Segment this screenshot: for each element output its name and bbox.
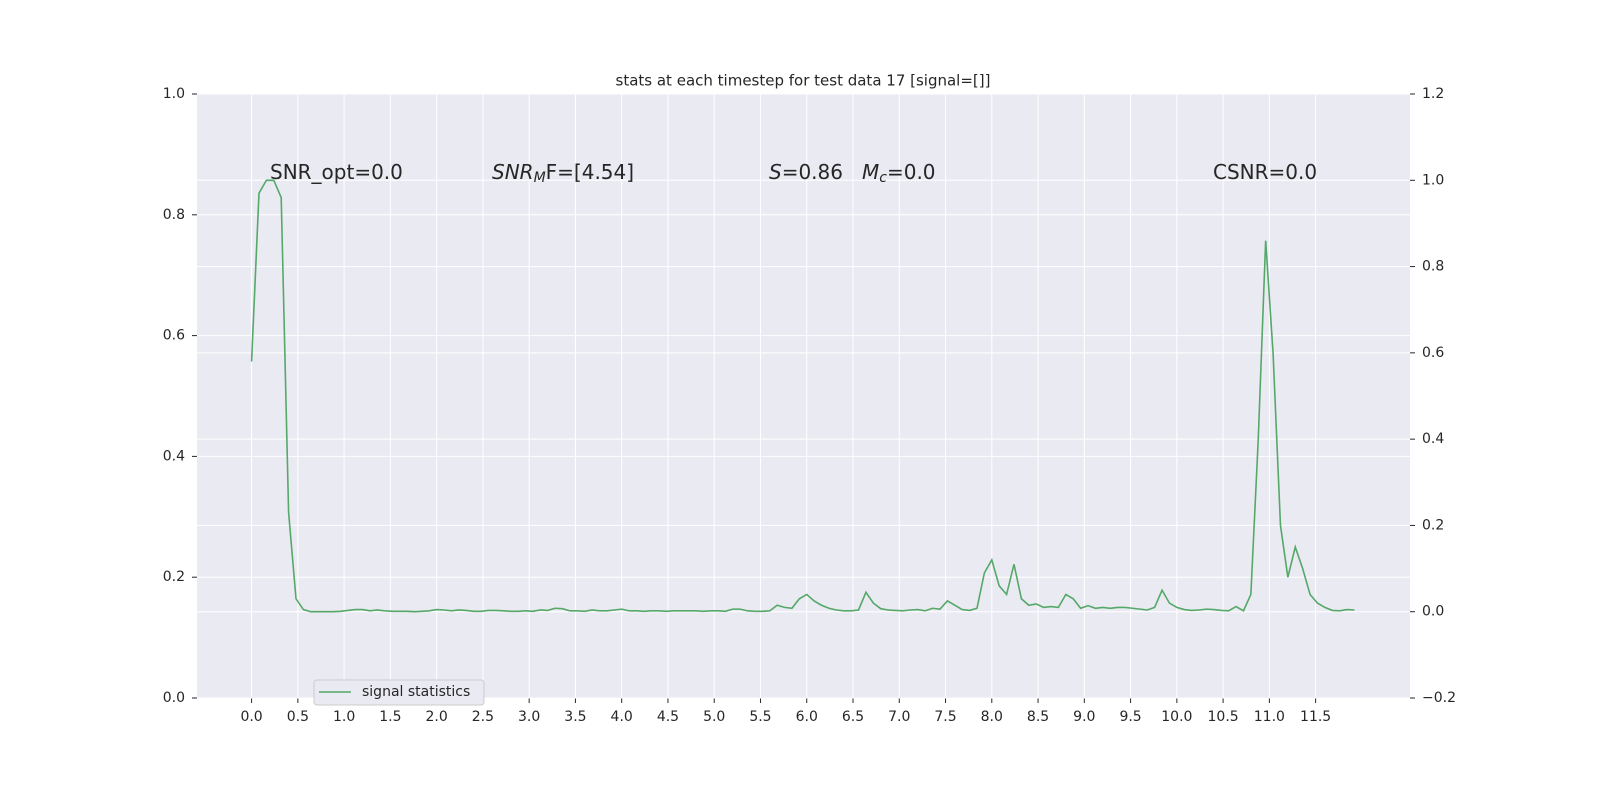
annotation-italic: SNR — [492, 160, 534, 184]
x-tick-label: 5.5 — [749, 709, 771, 725]
x-tick-label: 7.0 — [888, 709, 910, 725]
x-tick-label: 0.0 — [240, 709, 262, 725]
x-tick-label: 11.5 — [1300, 709, 1331, 725]
x-tick-label: 8.0 — [981, 709, 1003, 725]
annotation: SNRMF=[4.54] — [492, 160, 634, 187]
y2-tick-label: −0.2 — [1422, 690, 1456, 706]
x-tick-label: 2.0 — [426, 709, 448, 725]
x-tick-label: 6.0 — [796, 709, 818, 725]
y2-tick-label: 0.8 — [1422, 259, 1444, 275]
y-tick-label: 0.0 — [163, 690, 185, 706]
x-tick-label: 8.5 — [1027, 709, 1049, 725]
annotation-text: F=[4.54] — [546, 160, 634, 184]
x-tick-label: 4.5 — [657, 709, 679, 725]
y2-tick-label: 0.0 — [1422, 604, 1444, 620]
y-tick-label: 0.4 — [163, 448, 185, 464]
y2-tick-label: 0.2 — [1422, 517, 1444, 533]
y-tick-label: 0.8 — [163, 207, 185, 223]
chart-title: stats at each timestep for test data 17 … — [616, 72, 991, 90]
data-line — [250, 179, 1355, 613]
annotation-subscript: M — [534, 170, 546, 186]
x-tick-label: 1.0 — [333, 709, 355, 725]
x-tick-label: 10.5 — [1208, 709, 1239, 725]
x-tick-label: 3.0 — [518, 709, 540, 725]
annotation: CSNR=0.0 — [1213, 160, 1317, 184]
y-tick-label: 0.6 — [163, 328, 185, 344]
annotation-italic: S — [769, 160, 782, 184]
annotation: SNR_opt=0.0 — [270, 160, 403, 184]
x-tick-label: 5.0 — [703, 709, 725, 725]
annotation: S=0.86 — [769, 160, 843, 184]
x-tick-label: 1.5 — [379, 709, 401, 725]
x-tick-label: 6.5 — [842, 709, 864, 725]
x-tick-label: 11.0 — [1254, 709, 1285, 725]
annotation-text: SNR_opt=0.0 — [270, 160, 403, 184]
x-tick-label: 3.5 — [564, 709, 586, 725]
y-tick-label: 1.0 — [163, 86, 185, 102]
y-tick-label: 0.2 — [163, 569, 185, 585]
annotation-text: =0.0 — [887, 160, 936, 184]
x-tick-label: 9.0 — [1073, 709, 1095, 725]
y2-tick-label: 0.6 — [1422, 345, 1444, 361]
annotation-text: =0.86 — [782, 160, 843, 184]
legend-label: signal statistics — [362, 684, 470, 700]
legend: signal statistics — [313, 679, 485, 706]
annotation-subscript: c — [879, 170, 887, 186]
x-tick-label: 4.0 — [611, 709, 633, 725]
x-tick-label: 10.0 — [1161, 709, 1192, 725]
plot-area — [197, 94, 1410, 698]
annotation-text: CSNR=0.0 — [1213, 160, 1317, 184]
x-tick-label: 2.5 — [472, 709, 494, 725]
y2-tick-label: 1.0 — [1422, 172, 1444, 188]
annotation: Mc=0.0 — [862, 160, 936, 187]
legend-box — [313, 679, 485, 706]
y2-tick-label: 0.4 — [1422, 431, 1444, 447]
x-tick-label: 9.5 — [1119, 709, 1141, 725]
y2-tick-label: 1.2 — [1422, 86, 1444, 102]
annotation-italic: M — [862, 160, 879, 184]
x-tick-label: 0.5 — [287, 709, 309, 725]
x-tick-label: 7.5 — [934, 709, 956, 725]
